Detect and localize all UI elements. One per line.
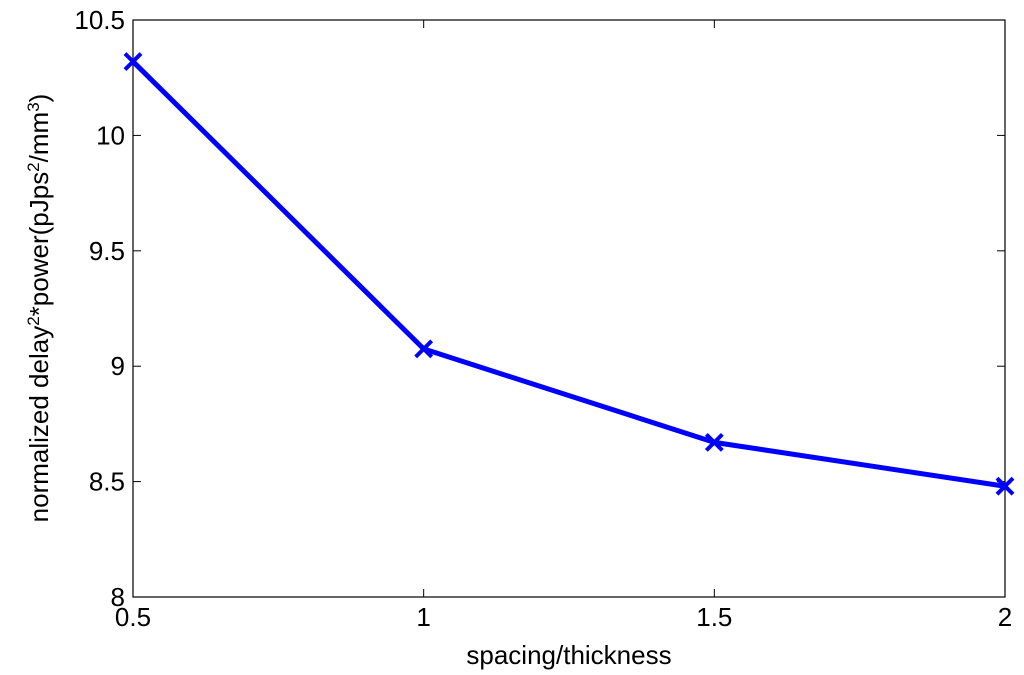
y-tick-label: 10 [96,120,125,150]
x-tick-label: 1.5 [696,602,732,632]
axis-ticks [132,19,1006,598]
data-point-marker [704,432,724,452]
tick-labels: 0.5 1 1.5 2 8 8.5 9 9.5 10 10.5 [74,5,1012,632]
x-tick-label: 1 [416,602,430,632]
series-line [131,59,1006,489]
data-point-marker [414,339,434,359]
x-tick-label: 2 [998,602,1012,632]
data-point-marker [995,476,1015,496]
y-label-text: /mm [24,112,54,163]
y-label-superscript: 2 [24,162,43,171]
data-point-marker [123,52,143,71]
y-tick-label: 10.5 [74,5,125,35]
plot-area [132,19,1006,598]
x-axis-label: spacing/thickness [466,640,671,670]
y-tick-label: 8 [111,582,125,612]
y-label-text: ) [24,94,54,103]
y-label-text: *power(pJps [24,172,54,317]
series-layer [123,52,1015,496]
y-label-text: normalized delay [24,326,54,523]
y-axis-label: normalized delay2*power(pJps2/mm3) [24,94,55,523]
y-tick-label: 8.5 [89,467,125,497]
y-tick-label: 9.5 [89,236,125,266]
y-label-superscript: 3 [24,102,43,111]
y-label-superscript: 2 [24,316,43,325]
y-tick-label: 9 [111,351,125,381]
x-tick-label: 0.5 [115,602,151,632]
